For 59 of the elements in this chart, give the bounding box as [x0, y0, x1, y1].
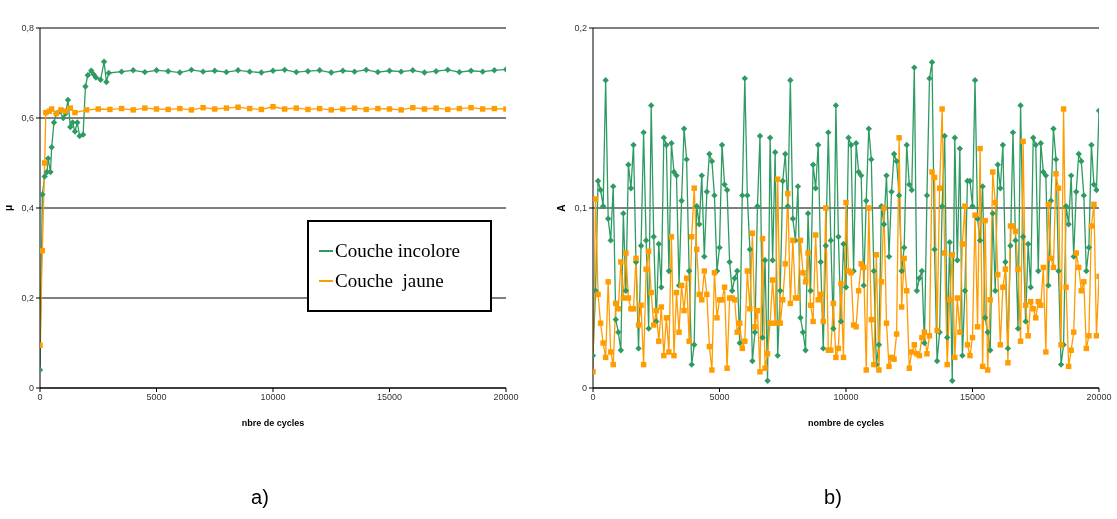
text: b) — [823, 486, 843, 509]
point — [177, 105, 183, 112]
point — [305, 106, 311, 113]
point — [270, 104, 276, 110]
x-tick-label: 5000 — [146, 392, 167, 403]
x-tick-label: 20000 — [1086, 392, 1112, 403]
text: a) — [250, 486, 270, 509]
point — [235, 104, 241, 110]
point — [41, 160, 48, 166]
y-tick-label: 0,8 — [21, 23, 34, 34]
y-tick-label: 0,4 — [21, 203, 34, 214]
point — [363, 106, 369, 113]
x-tick-label: 10000 — [833, 392, 859, 403]
point — [351, 105, 358, 111]
y-tick-label: 0 — [28, 383, 34, 394]
legend-label: Couche incolore — [334, 239, 460, 263]
point — [410, 104, 416, 111]
point — [340, 106, 346, 112]
x-axis-title: nombre de cycles — [807, 418, 885, 428]
point — [281, 106, 288, 112]
point — [375, 105, 381, 112]
x-tick-label: 5000 — [709, 392, 730, 403]
point — [293, 105, 300, 111]
legend-label: Couche jaune — [334, 269, 444, 293]
point — [107, 106, 113, 113]
point — [328, 107, 334, 113]
x-tick-label: 0 — [590, 392, 596, 403]
y-tick-label: 0,2 — [21, 293, 34, 304]
x-tick-label: 15000 — [959, 392, 986, 403]
x-tick-label: 15000 — [376, 392, 403, 403]
y-tick-label: 0,6 — [21, 113, 34, 124]
point — [188, 107, 195, 113]
point — [386, 106, 393, 112]
point — [130, 107, 136, 113]
point — [398, 107, 404, 113]
point — [223, 105, 230, 111]
point — [67, 105, 74, 111]
y-tick-label: 0,1 — [574, 203, 587, 214]
point — [200, 104, 206, 111]
point — [165, 106, 171, 113]
x-tick-label: 20000 — [493, 392, 519, 403]
point — [212, 106, 218, 112]
x-tick-label: 0 — [37, 392, 43, 403]
point — [433, 105, 439, 111]
point — [95, 106, 101, 112]
y-tick-label: 0,2 — [574, 23, 587, 34]
y-axis-title: μ — [2, 204, 14, 212]
x-axis-title: nbre de cycles — [241, 418, 305, 428]
point — [153, 106, 160, 112]
point — [142, 105, 148, 111]
point — [40, 248, 46, 254]
point — [468, 104, 474, 111]
x-tick-label: 10000 — [260, 392, 286, 403]
point — [479, 106, 486, 112]
point — [421, 106, 428, 112]
point — [83, 107, 90, 113]
y-axis-title: A — [555, 204, 567, 212]
y-tick-label: 0 — [581, 383, 587, 394]
point — [72, 109, 78, 116]
